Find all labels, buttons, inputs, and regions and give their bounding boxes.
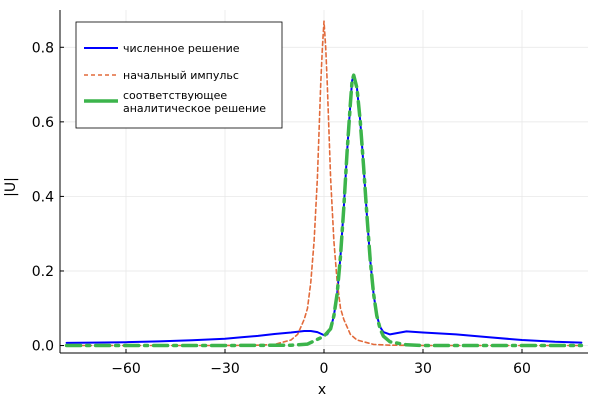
tick-labels: −60 −30 0 30 60 0.0 0.2 0.4 0.6 0.8 [32, 40, 531, 377]
x-tick-label: −30 [210, 361, 240, 377]
legend: численное решение начальный импульс соот… [75, 21, 283, 129]
x-tick-label: 60 [513, 361, 531, 377]
y-tick-label: 0.8 [32, 40, 54, 56]
y-axis-label: |U| [3, 177, 19, 197]
y-tick-label: 0.0 [32, 339, 54, 355]
y-tick-label: 0.4 [32, 189, 54, 205]
y-tick-label: 0.2 [32, 264, 54, 280]
series-layer [64, 20, 584, 348]
legend-label-analytic-line1: соответствующее [123, 89, 227, 102]
legend-box [75, 21, 283, 129]
x-axis-label: x [318, 382, 326, 398]
legend-label-initial: начальный импульс [123, 69, 239, 82]
series-line-2 [64, 73, 584, 348]
axes [59, 10, 588, 354]
x-tick-label: 30 [414, 361, 432, 377]
x-tick-label: −60 [111, 361, 141, 377]
legend-label-analytic-line2: аналитическое решение [123, 102, 266, 115]
y-tick-label: 0.6 [32, 115, 54, 131]
legend-label-numeric: численное решение [123, 42, 240, 55]
x-tick-label: 0 [320, 361, 329, 377]
series-line-1 [65, 20, 583, 347]
